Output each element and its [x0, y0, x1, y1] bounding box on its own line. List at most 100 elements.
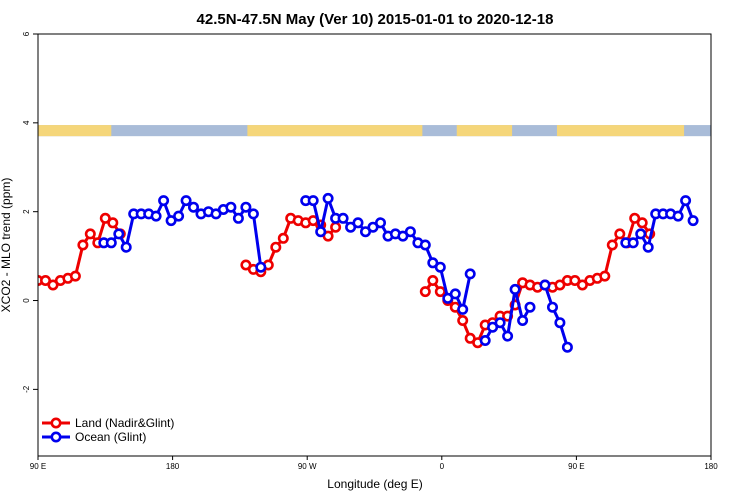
data-point	[105, 237, 117, 249]
x-axis-label: Longitude (deg E)	[327, 477, 422, 491]
data-point	[359, 226, 371, 238]
land-band-segment	[247, 125, 423, 137]
x-tick-label: 180	[166, 462, 180, 471]
data-point	[337, 212, 349, 224]
data-point	[330, 221, 342, 233]
data-point	[165, 215, 177, 227]
data-point	[77, 239, 89, 251]
data-point	[636, 217, 648, 229]
land-band-segment	[456, 125, 513, 137]
data-point	[158, 195, 170, 207]
data-point	[419, 286, 431, 298]
legend: Land (Nadir&Glint) Ocean (Glint)	[42, 416, 174, 444]
data-point	[554, 279, 566, 291]
data-point	[374, 217, 386, 229]
data-point	[539, 279, 551, 291]
y-tick-label: 4	[22, 120, 31, 125]
y-axis: -2 0 2 4 6	[22, 31, 38, 393]
data-point	[606, 239, 618, 251]
data-point	[255, 261, 267, 273]
data-point	[449, 288, 461, 300]
data-point	[672, 210, 684, 222]
data-point	[225, 201, 237, 213]
legend-label-land: Land (Nadir&Glint)	[75, 416, 174, 430]
x-tick-label: 90 E	[568, 462, 584, 471]
x-tick-label: 90 E	[30, 462, 46, 471]
data-point	[517, 314, 529, 326]
data-point	[642, 241, 654, 253]
series-line	[305, 196, 472, 311]
series-line	[543, 284, 569, 348]
data-point	[509, 283, 521, 295]
data-point	[180, 195, 192, 207]
legend-marker-ocean	[50, 431, 62, 443]
data-point	[150, 210, 162, 222]
data-point	[635, 228, 647, 240]
data-point	[427, 274, 439, 286]
y-tick-label: 2	[22, 209, 31, 214]
series-line	[103, 199, 263, 268]
data-point	[554, 317, 566, 329]
data-point	[277, 232, 289, 244]
x-axis: 90 E 180 90 W 0 90 E 180	[30, 456, 718, 471]
data-point	[173, 210, 185, 222]
x-tick-label: 180	[704, 462, 718, 471]
data-point	[188, 201, 200, 213]
x-tick-label: 90 W	[298, 462, 317, 471]
data-point	[434, 286, 446, 298]
data-point	[367, 221, 379, 233]
series-ocean	[98, 192, 699, 353]
data-point	[39, 274, 51, 286]
legend-label-ocean: Ocean (Glint)	[75, 430, 146, 444]
data-point	[84, 228, 96, 240]
data-point	[487, 321, 499, 333]
data-point	[113, 228, 125, 240]
data-point	[434, 261, 446, 273]
legend-marker-land	[50, 417, 62, 429]
data-point	[502, 330, 514, 342]
data-point	[629, 212, 641, 224]
plot-frame	[37, 33, 712, 457]
data-point	[546, 301, 558, 313]
data-point	[120, 241, 132, 253]
y-tick-label: 0	[22, 298, 31, 303]
data-point	[352, 217, 364, 229]
data-point	[614, 228, 626, 240]
x-tick-label: 0	[440, 462, 445, 471]
data-point	[680, 195, 692, 207]
data-point	[599, 270, 611, 282]
data-point	[442, 292, 454, 304]
data-point	[270, 241, 282, 253]
land-band-segment	[556, 125, 685, 137]
data-point	[419, 239, 431, 251]
y-axis-label: XCO2 - MLO trend (ppm)	[0, 178, 13, 313]
land-band-segment	[38, 125, 112, 137]
data-point	[322, 192, 334, 204]
data-point	[464, 268, 476, 280]
data-point	[232, 212, 244, 224]
data-point	[99, 212, 111, 224]
data-point	[627, 237, 639, 249]
data-point	[576, 279, 588, 291]
data-point	[479, 334, 491, 346]
data-point	[464, 332, 476, 344]
data-point	[315, 226, 327, 238]
data-point	[569, 274, 581, 286]
data-point	[307, 195, 319, 207]
data-point	[397, 230, 409, 242]
data-point	[561, 341, 573, 353]
y-tick-label: -2	[22, 385, 31, 393]
data-point	[240, 201, 252, 213]
land-ocean-band	[38, 125, 711, 137]
data-point	[687, 215, 699, 227]
chart-title: 42.5N-47.5N May (Ver 10) 2015-01-01 to 2…	[197, 11, 554, 28]
series-layer	[38, 192, 699, 353]
data-point	[427, 257, 439, 269]
data-point	[457, 303, 469, 315]
data-point	[404, 226, 416, 238]
data-point	[247, 208, 259, 220]
y-tick-label: 6	[22, 31, 31, 36]
data-point	[457, 314, 469, 326]
data-point	[107, 217, 119, 229]
